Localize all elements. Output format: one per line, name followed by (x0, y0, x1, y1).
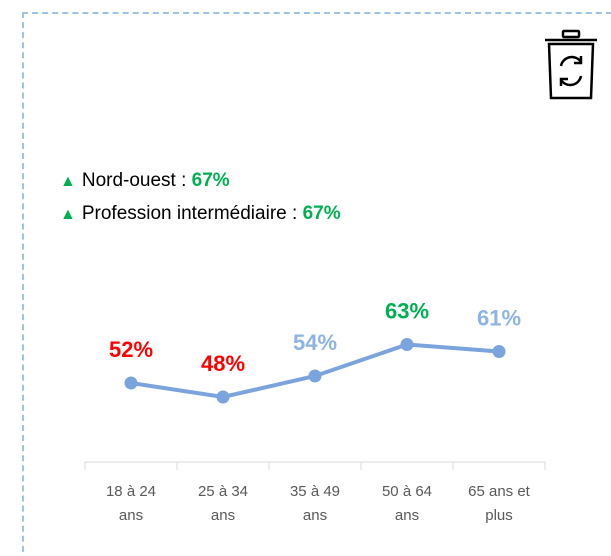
data-label: 63% (385, 299, 429, 324)
highlight: ▲ Nord-ouest : 67% (60, 170, 230, 192)
x-tick-label: 35 à 49 ans (289, 483, 341, 524)
up-arrow: ▲ (60, 173, 76, 190)
x-tick-label: 65 ans et plus (468, 483, 530, 524)
dashed-frame (22, 12, 611, 556)
point (216, 390, 230, 404)
point (124, 376, 138, 390)
highlight-value: 67% (191, 170, 230, 191)
x-axis (84, 461, 546, 470)
data-label: 48% (201, 351, 245, 376)
highlight: ▲ Profession intermédiaire : 67% (60, 203, 341, 225)
point (492, 345, 506, 358)
highlight-label: Nord-ouest : (81, 170, 187, 191)
data-label: 61% (477, 306, 521, 331)
x-tick-label: 50 à 64 ans (381, 483, 433, 524)
highlight-label: Profession intermédiaire : (81, 203, 298, 224)
up-arrow: ▲ (60, 206, 76, 223)
x-tick-label: 18 à 24 ans (105, 483, 157, 524)
data-label: 54% (293, 330, 337, 355)
x-tick-label: 25 à 34 ans (197, 483, 249, 524)
point (400, 338, 414, 351)
highlight-value: 67% (302, 203, 341, 224)
point (308, 369, 322, 383)
recycle-bin-icon (545, 29, 597, 100)
data-label: 52% (109, 337, 153, 362)
